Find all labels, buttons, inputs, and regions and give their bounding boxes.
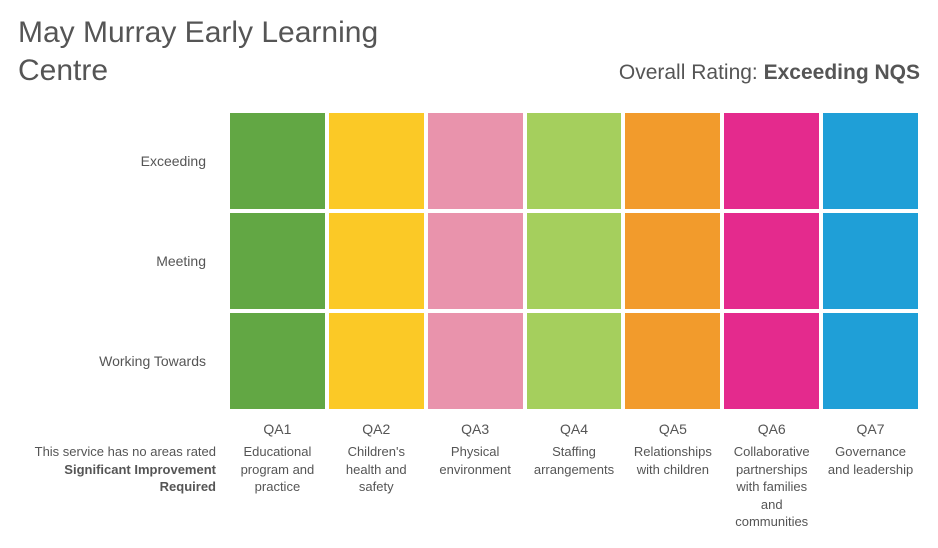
overall-rating-label: Overall Rating: bbox=[619, 61, 764, 84]
rating-cell bbox=[623, 111, 722, 211]
page-title: May Murray Early Learning Centre bbox=[18, 14, 458, 89]
qa-code: QA2 bbox=[327, 411, 426, 437]
rating-cell bbox=[327, 311, 426, 411]
qa-description: Educational program and practice bbox=[228, 443, 327, 531]
qa-code: QA5 bbox=[623, 411, 722, 437]
overall-rating: Overall Rating: Exceeding NQS bbox=[619, 61, 920, 89]
row-label: Working Towards bbox=[18, 311, 228, 411]
no-sir-note: This service has no areas ratedSignifica… bbox=[18, 443, 228, 531]
qa-description: Governance and leadership bbox=[821, 443, 920, 531]
qa-description: Relationships with children bbox=[623, 443, 722, 531]
row-label: Exceeding bbox=[18, 111, 228, 211]
rating-cell bbox=[623, 211, 722, 311]
rating-cell bbox=[722, 211, 821, 311]
qa-code: QA6 bbox=[722, 411, 821, 437]
qa-code-row: QA1QA2QA3QA4QA5QA6QA7 bbox=[18, 411, 920, 437]
rating-cell bbox=[228, 111, 327, 211]
rating-cell bbox=[426, 311, 525, 411]
rating-cell bbox=[722, 311, 821, 411]
rating-cell bbox=[722, 111, 821, 211]
qa-description: Collaborative partnerships with families… bbox=[722, 443, 821, 531]
ratings-chart: ExceedingMeetingWorking Towards bbox=[18, 111, 920, 411]
overall-rating-value: Exceeding NQS bbox=[764, 61, 920, 84]
qa-code: QA3 bbox=[426, 411, 525, 437]
rating-cell bbox=[228, 211, 327, 311]
rating-cell bbox=[623, 311, 722, 411]
rating-cell bbox=[327, 111, 426, 211]
rating-cell bbox=[327, 211, 426, 311]
qa-description: Physical environment bbox=[426, 443, 525, 531]
header: May Murray Early Learning Centre Overall… bbox=[18, 14, 920, 89]
rating-cell bbox=[525, 211, 624, 311]
rating-cell bbox=[525, 111, 624, 211]
qa-description: Children's health and safety bbox=[327, 443, 426, 531]
note-prefix: This service has no areas rated bbox=[18, 443, 216, 461]
rating-cell bbox=[228, 311, 327, 411]
qa-description: Staffing arrangements bbox=[525, 443, 624, 531]
rating-cell bbox=[525, 311, 624, 411]
qa-code: QA7 bbox=[821, 411, 920, 437]
qa-code: QA4 bbox=[525, 411, 624, 437]
rating-cell bbox=[426, 111, 525, 211]
row-label: Meeting bbox=[18, 211, 228, 311]
spacer bbox=[18, 411, 228, 437]
qa-code: QA1 bbox=[228, 411, 327, 437]
rating-cell bbox=[821, 211, 920, 311]
rating-cell bbox=[821, 311, 920, 411]
rating-cell bbox=[426, 211, 525, 311]
rating-cell bbox=[821, 111, 920, 211]
qa-description-row: This service has no areas ratedSignifica… bbox=[18, 443, 920, 531]
note-strong: Significant Improvement Required bbox=[18, 461, 216, 496]
